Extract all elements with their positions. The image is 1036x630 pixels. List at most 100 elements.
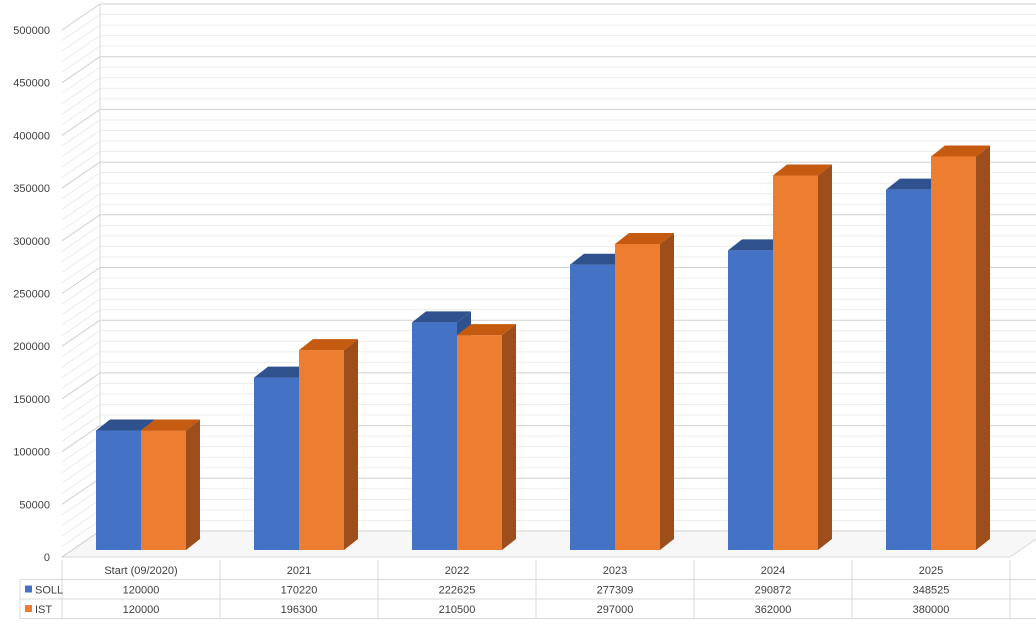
- gridline-side-minor: [61, 151, 101, 178]
- legend-key: [25, 585, 32, 593]
- y-tick-label: 300000: [13, 236, 50, 248]
- bar-side: [502, 324, 516, 550]
- gridline-side-minor: [61, 140, 101, 168]
- y-tick-label: 500000: [13, 25, 50, 37]
- gridline-side-minor: [61, 393, 101, 421]
- bar-top: [615, 232, 674, 244]
- gridline-side-minor: [61, 235, 101, 263]
- gridline-side-minor: [61, 330, 101, 358]
- gridline-side-minor: [61, 488, 101, 516]
- gridline-side-minor: [61, 119, 101, 147]
- y-tick-label: 350000: [13, 183, 50, 195]
- y-tick-label: 400000: [13, 130, 50, 142]
- gridline-side-minor: [61, 224, 101, 252]
- gridline-side-major: [61, 161, 101, 189]
- category-label: 2024: [761, 565, 785, 577]
- bar-top: [886, 178, 945, 190]
- bar-top: [412, 311, 471, 323]
- gridline-side-minor: [61, 172, 101, 200]
- table-cell: 222625: [439, 585, 476, 597]
- bar-front: [728, 250, 773, 551]
- bar-top: [299, 339, 358, 351]
- gridline-side-minor: [61, 193, 101, 221]
- y-tick-label: 150000: [13, 394, 50, 406]
- legend-key: [25, 605, 32, 612]
- bar-top: [570, 253, 629, 265]
- gridline-side-minor: [61, 498, 101, 526]
- bars: [96, 145, 990, 551]
- gridline-side-major: [61, 214, 101, 242]
- gridline-side-minor: [61, 361, 101, 389]
- gridline-side-major: [61, 108, 101, 136]
- gridline-side-minor: [61, 14, 101, 41]
- table-cell: 120000: [123, 604, 160, 616]
- gridline-side-minor: [61, 77, 101, 105]
- category-label: 2021: [287, 565, 311, 577]
- gridline-side-minor: [61, 467, 101, 495]
- bar-top: [931, 145, 990, 157]
- bar-side: [660, 232, 674, 550]
- category-label: Start (09/2020): [104, 565, 177, 577]
- gridline-side-minor: [61, 35, 101, 63]
- gridline-side-minor: [61, 340, 101, 368]
- table-cell: 290872: [755, 585, 792, 597]
- y-axis-tick-labels: 0 50000 100000 150000 200000 250000 300000 3500…: [13, 25, 50, 564]
- gridline-side-minor: [61, 24, 101, 52]
- bar-top: [773, 164, 832, 176]
- bar-top: [254, 366, 313, 378]
- gridline-side-major: [61, 477, 101, 505]
- gridline-side-minor: [61, 66, 101, 94]
- gridline-side-minor: [61, 509, 101, 537]
- bar-top: [728, 239, 787, 251]
- gridline-side-minor: [61, 435, 101, 463]
- bar: [299, 339, 358, 550]
- gridline-side-minor: [61, 182, 101, 210]
- gridline-side-major: [61, 319, 101, 347]
- bar-front: [773, 175, 818, 550]
- bar-front: [96, 430, 141, 550]
- bar-front: [299, 350, 344, 550]
- bar-front: [457, 335, 502, 550]
- table-cell: 348525: [913, 585, 950, 597]
- legend-label: IST: [35, 604, 52, 616]
- gridline-side-minor: [61, 309, 101, 337]
- table-cell: 120000: [123, 585, 160, 597]
- y-tick-label: 450000: [13, 78, 50, 90]
- gridline-side-minor: [61, 446, 101, 474]
- gridline-side-minor: [61, 288, 101, 315]
- gridline-side-minor: [61, 130, 101, 157]
- bar-front: [615, 243, 660, 550]
- gridline-side-minor: [61, 203, 101, 231]
- gridline-side-minor: [61, 404, 101, 431]
- bar-front: [412, 322, 457, 550]
- table-cell: 170220: [281, 585, 318, 597]
- y-tick-label: 0: [44, 552, 50, 564]
- table-cell: 380000: [913, 604, 950, 616]
- bar-side: [186, 419, 200, 550]
- category-label: 2023: [603, 565, 627, 577]
- bar-front: [254, 377, 299, 550]
- gridline-side-minor: [61, 98, 101, 126]
- bar-front: [931, 156, 976, 551]
- bar-front: [570, 264, 615, 550]
- bar: [931, 145, 990, 551]
- table-cell: 277309: [597, 585, 634, 597]
- gridline-side-minor: [61, 520, 101, 547]
- gridline-side-minor: [61, 414, 101, 442]
- y-tick-label: 50000: [19, 499, 50, 511]
- data-table: Start (09/2020) 2021 2022 2023 2024 2025 SOLL 1…: [19, 560, 1036, 619]
- bar: [773, 164, 832, 550]
- y-tick-label: 200000: [13, 341, 50, 353]
- bar-side: [818, 164, 832, 550]
- y-tick-label: 250000: [13, 289, 50, 301]
- bar-top: [96, 419, 155, 431]
- gridline-side-minor: [61, 246, 101, 273]
- gridline-side-major: [61, 425, 101, 453]
- gridline-side-minor: [61, 383, 101, 410]
- table-cell: 210500: [439, 604, 476, 616]
- table-cell: 297000: [597, 604, 634, 616]
- category-label: 2022: [445, 565, 469, 577]
- gridline-side-minor: [61, 256, 101, 284]
- gridline-side-minor: [61, 45, 101, 73]
- gridline-side-major: [61, 56, 101, 84]
